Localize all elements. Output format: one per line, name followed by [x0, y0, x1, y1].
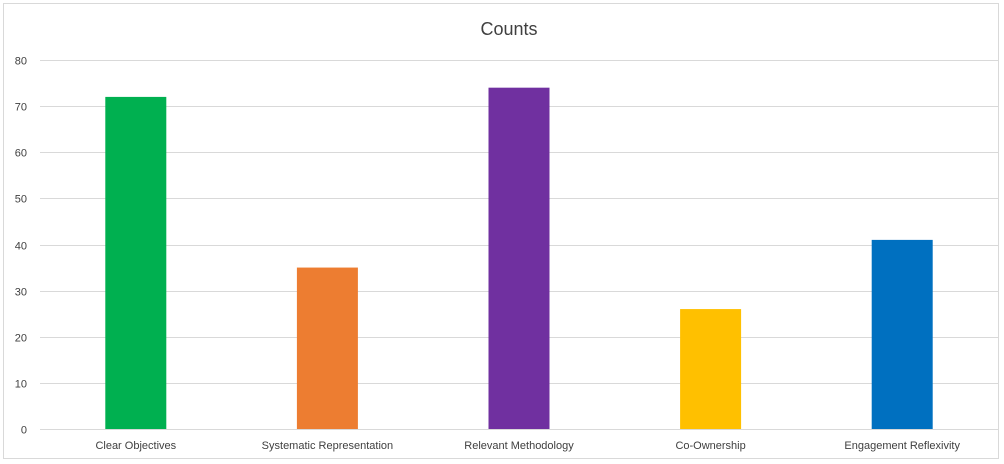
y-tick-label: 30 — [15, 287, 27, 299]
x-category-label: Co-Ownership — [675, 440, 745, 452]
y-tick-label: 40 — [15, 241, 27, 253]
y-tick-label: 50 — [15, 194, 27, 206]
y-tick-label: 0 — [21, 425, 27, 437]
bar-systematic-representation — [297, 268, 358, 429]
bar-clear-objectives — [105, 97, 166, 429]
plot-area: 0 10 20 30 40 50 60 70 80 Clear Objectives Systema… — [15, 56, 998, 453]
bar-relevant-methodology — [489, 88, 550, 429]
bar-co-ownership — [680, 309, 741, 429]
x-category-label: Engagement Reflexivity — [844, 440, 960, 452]
x-category-label: Clear Objectives — [95, 440, 176, 452]
y-tick-label: 10 — [15, 379, 27, 391]
y-tick-label: 70 — [15, 102, 27, 114]
chart-title: Counts — [480, 19, 537, 39]
x-category-label: Systematic Representation — [262, 440, 393, 452]
bar-engagement-reflexivity — [872, 240, 933, 429]
y-tick-label: 60 — [15, 148, 27, 160]
x-category-label: Relevant Methodology — [464, 440, 574, 452]
y-tick-label: 80 — [15, 56, 27, 68]
y-tick-label: 20 — [15, 333, 27, 345]
